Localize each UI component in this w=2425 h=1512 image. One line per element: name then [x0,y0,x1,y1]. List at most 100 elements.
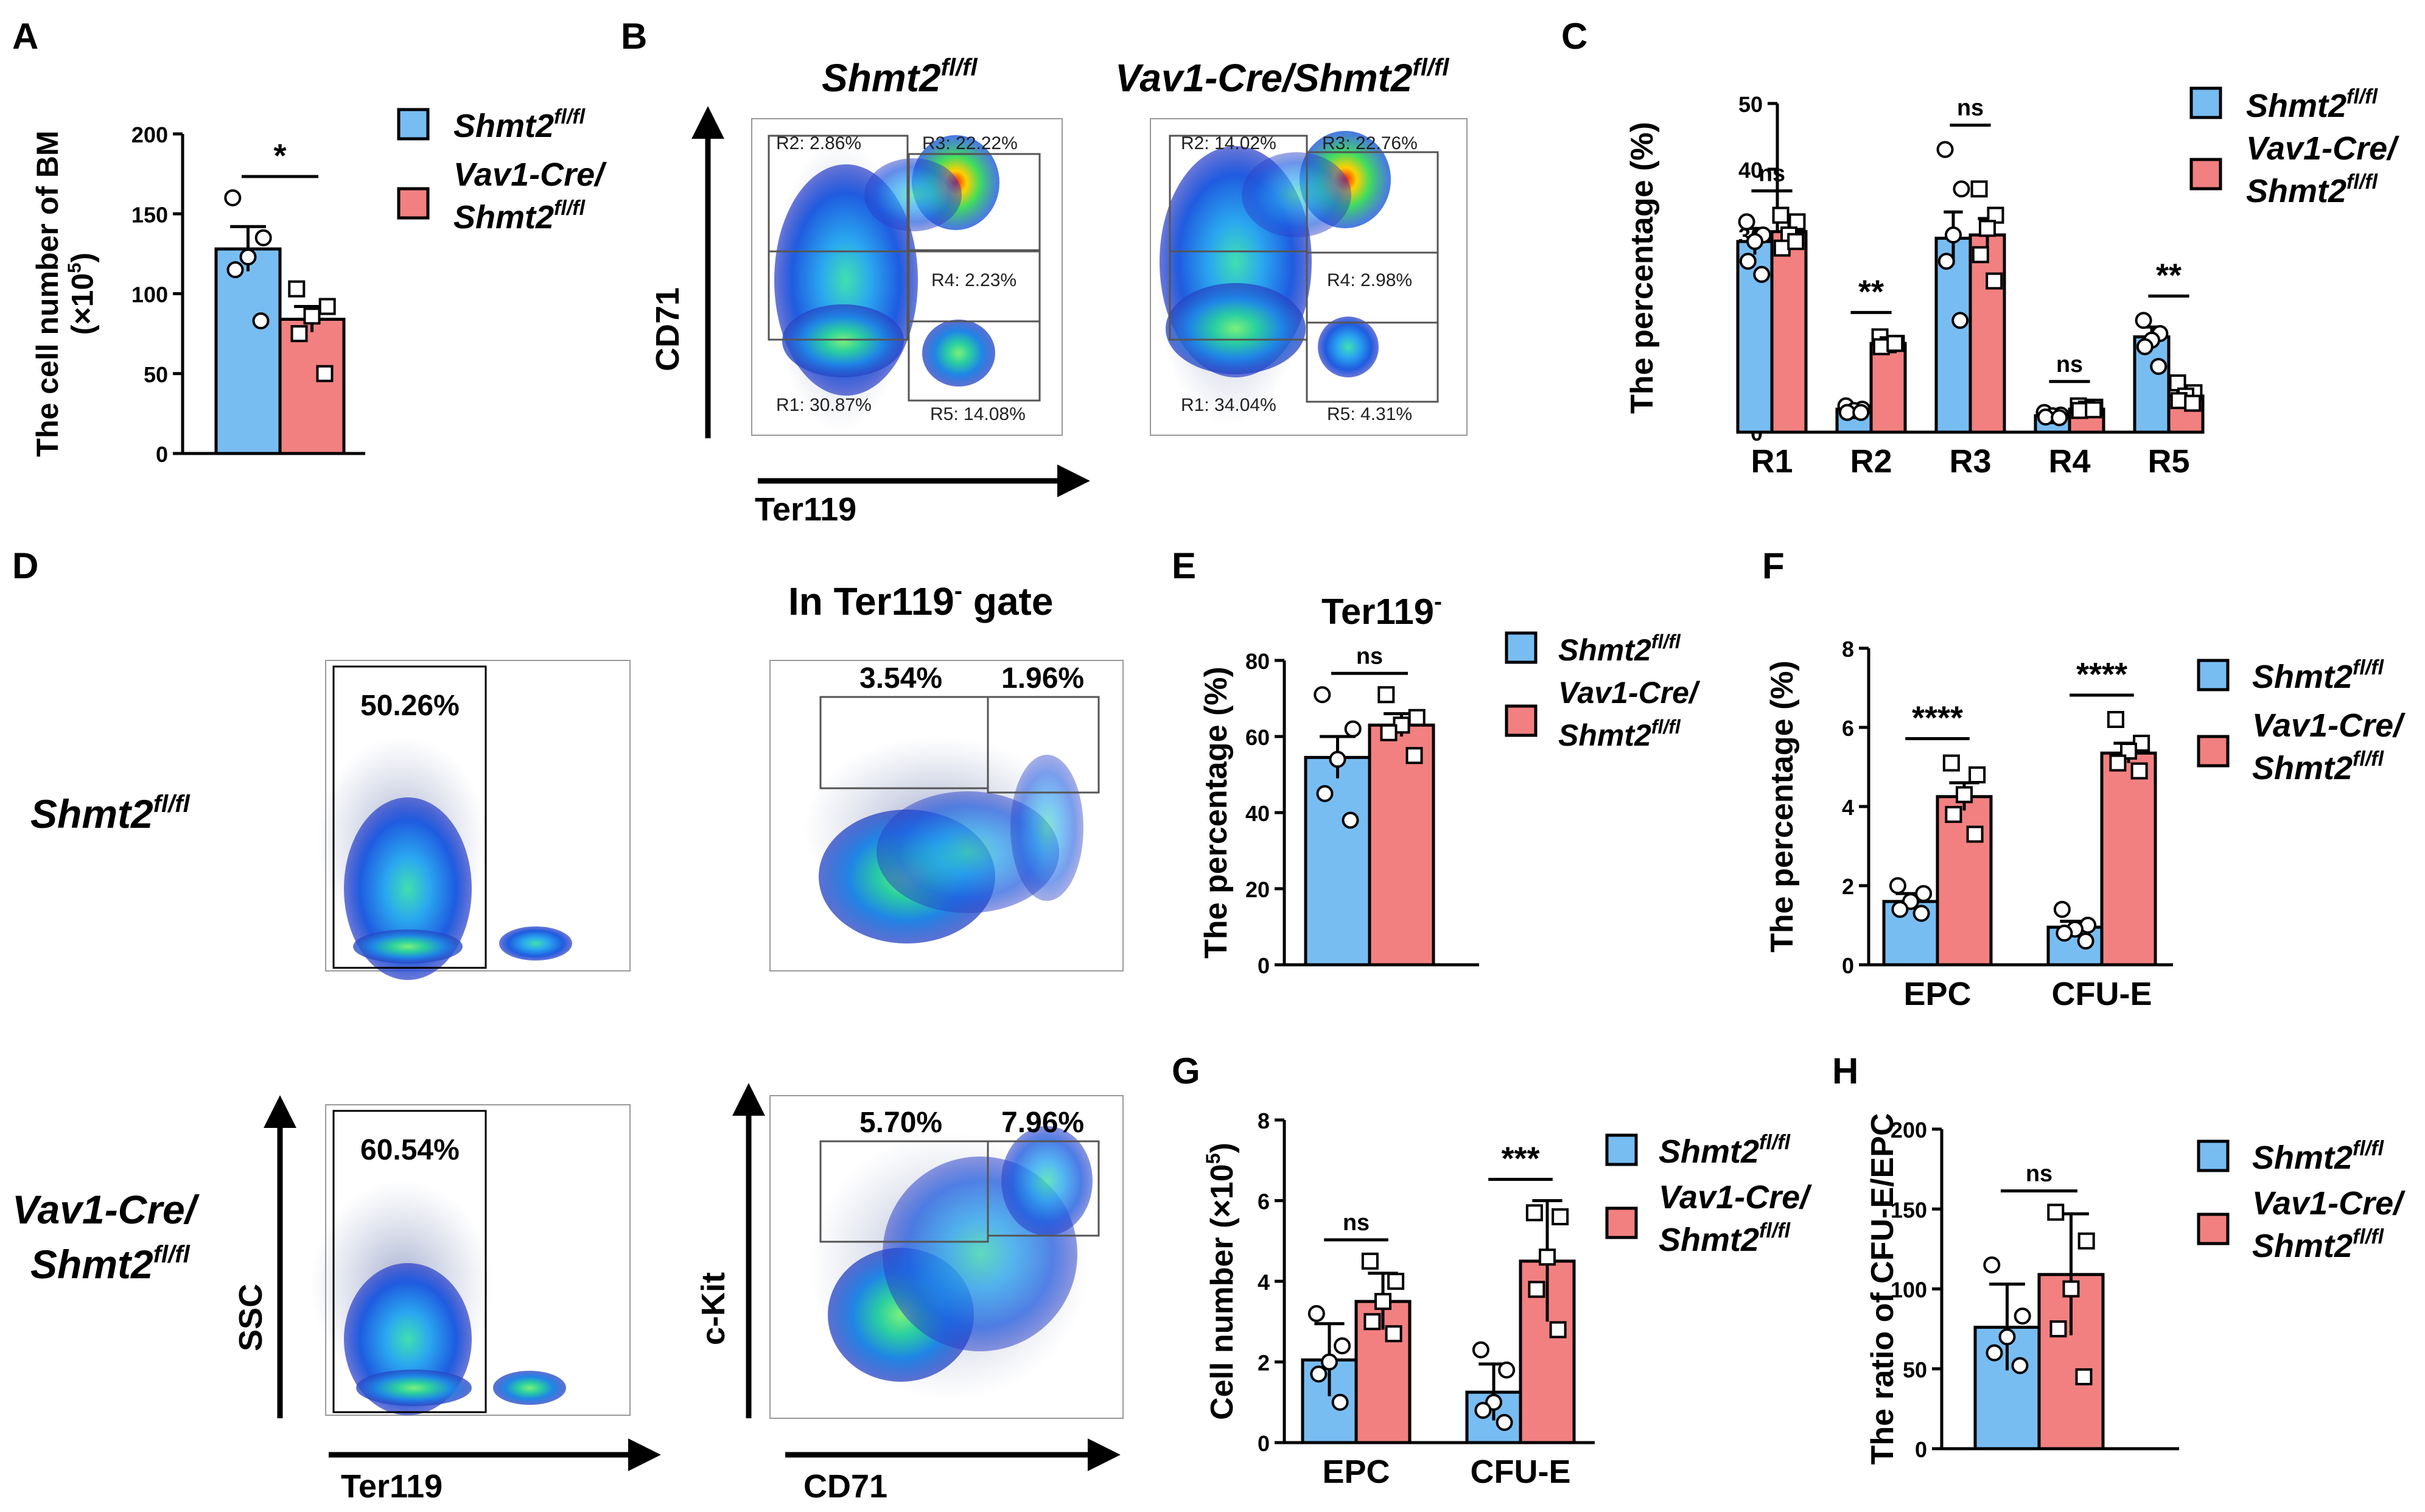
e-ytick-label: 20 [1245,877,1270,902]
e-point-control [1342,811,1359,829]
e-point-knockout [1377,686,1395,704]
c-point-control [1951,312,1969,329]
chart-a: 0 50 100 150 200 The cell number of BM(×105) * [30,122,365,467]
b-ko-gate-r4: R4: 2.98% [1327,270,1412,290]
c-bar-r2-knockout [1869,341,1907,434]
g-point-control [1496,1413,1513,1431]
g-point-control [1472,1341,1489,1359]
c-significance-label: ** [2156,257,2182,293]
h-ytick-label: 100 [1891,1278,1927,1303]
f-point-control [2077,933,2094,950]
e-significance-label: ns [1356,643,1383,669]
g-ytick-label: 0 [1258,1431,1270,1456]
legend-e-control-swatch [1505,631,1538,664]
c-significance-label: ns [1957,96,1984,121]
f-ytick-label: 8 [1842,637,1854,662]
f-ytick-label: 2 [1842,874,1854,899]
e-y-label: The percentage (%) [1199,667,1234,959]
legend-h-knockout-swatch [2197,1213,2230,1245]
c-category-label: R2 [1850,443,1892,480]
g-point-knockout [1361,1252,1379,1270]
c-point-control [1945,226,1962,243]
legend-h-control-swatch [2197,1139,2230,1172]
f-point-control [2053,901,2071,918]
f-point-control [2056,925,2073,942]
g-point-knockout [1539,1248,1556,1266]
a-point-control [254,229,272,247]
legend-c-knockout-label-line1: Vav1-Cre/ [2246,130,2399,167]
legend-e-knockout-label-line1: Vav1-Cre/ [1558,676,1701,710]
legend-g: Shmt2fl/fl Vav1-Cre/ Shmt2fl/fl [1605,1131,1812,1258]
h-significance-label: ns [2026,1161,2052,1187]
b-wt-gate-r3: R3: 22.22% [922,133,1018,153]
a-point-control [239,248,257,266]
g-point-knockout [1374,1293,1391,1311]
e-point-knockout [1408,709,1426,726]
f-point-knockout [2109,754,2127,772]
b-ko-gate-r5: R5: 4.31% [1327,404,1412,424]
legend-f-control-label: Shmt2fl/fl [2252,656,2385,695]
e-point-control [1314,686,1331,704]
b-wt-gate-r4: R4: 2.23% [931,270,1017,290]
panel-label-e: E [1172,545,1196,586]
f-point-knockout [1966,825,1984,843]
legend-a-control-label: Shmt2fl/fl [453,105,586,144]
panel-label-h: H [1832,1051,1858,1091]
h-point-knockout [2077,1232,2095,1250]
a-point-knockout [318,298,336,315]
f-point-control [1891,901,1909,918]
g-ytick-label: 4 [1258,1270,1270,1295]
a-point-knockout [288,280,306,298]
g-point-knockout [1552,1208,1569,1225]
c-significance-label: ns [1758,161,1785,187]
d-ko-ter-gate: 60.54% [360,1134,460,1166]
a-y-label: The cell number of BM(×105) [30,130,100,457]
c-point-control [2037,408,2054,426]
f-category-label: CFU-E [2052,976,2152,1012]
f-point-knockout [1968,766,1986,783]
c-point-control [1953,180,1970,198]
c-point-knockout [1970,180,1988,198]
chart-f: 0 2 4 6 8 The percentage (%) EPC **** CFU-E **** [1765,637,2173,1012]
g-category-label: EPC [1322,1454,1390,1490]
e-bar-control [1304,755,1371,967]
f-point-control [1912,905,1930,922]
f-significance-label: **** [1912,700,1963,737]
f-category-label: EPC [1903,976,1971,1012]
d-ssc-label: SSC [233,1284,269,1351]
c-category-label: R5 [2147,443,2189,480]
e-bar-knockout [1368,723,1435,967]
e-point-knockout [1380,724,1398,741]
f-point-control [1915,885,1933,902]
a-ytick-label: 50 [144,362,168,387]
g-point-control [1310,1365,1328,1383]
g-point-knockout [1528,1281,1545,1298]
d-wt-ter-gate: 50.26% [360,690,460,722]
a-point-knockout [303,307,321,325]
a-point-control [224,189,242,206]
b-x-label: Ter119 [755,491,856,528]
legend-g-knockout-label-line1: Vav1-Cre/ [1659,1179,1812,1216]
c-point-knockout [1972,246,1989,264]
h-point-knockout [2049,1320,2067,1338]
c-point-knockout [1986,272,2003,290]
d-ckit-label: c-Kit [695,1272,732,1345]
f-bar-epc-knockout [1936,795,1993,967]
h-point-control [2011,1357,2029,1374]
g-point-control [1331,1393,1349,1411]
d-cd71-label: CD71 [803,1468,887,1505]
legend-h: Shmt2fl/fl Vav1-Cre/ Shmt2fl/fl [2197,1137,2406,1264]
c-significance-label: ns [2056,352,2083,377]
c-ytick-label: 50 [1738,92,1763,117]
g-point-control [1474,1402,1492,1419]
c-point-control [1937,253,1955,270]
f-point-knockout [2107,711,2124,728]
g-point-knockout [1549,1321,1567,1339]
b-ko-gate-r3: R3: 22.76% [1322,133,1418,153]
chart-e: 0 20 40 60 80 The percentage (%) Ter119- ns [1199,589,1479,978]
a-ytick-label: 200 [131,122,168,147]
b-flow-plot-ko: R2: 14.02% R3: 22.76% R4: 2.98% R1: 34.0… [1150,118,1468,436]
f-ytick-label: 0 [1842,953,1854,978]
c-y-label: The percentage (%) [1625,122,1660,414]
